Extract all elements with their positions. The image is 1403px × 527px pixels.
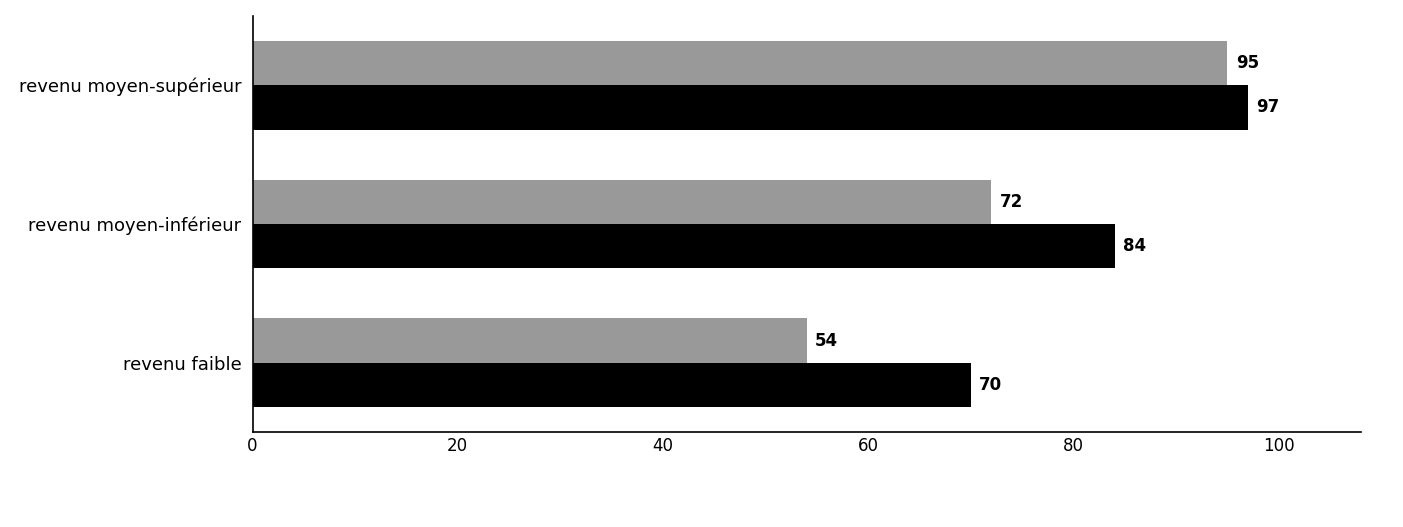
Text: 72: 72	[1000, 193, 1023, 211]
Text: 84: 84	[1122, 237, 1146, 255]
Bar	[253, 224, 1114, 268]
Text: 95: 95	[1236, 54, 1258, 72]
Text: 97: 97	[1256, 99, 1280, 116]
Text: 70: 70	[979, 376, 1002, 394]
Bar	[253, 85, 1249, 130]
Bar	[253, 41, 1228, 85]
Bar	[253, 318, 807, 363]
Bar	[253, 180, 992, 224]
Bar	[253, 363, 971, 407]
Text: 54: 54	[815, 331, 838, 349]
